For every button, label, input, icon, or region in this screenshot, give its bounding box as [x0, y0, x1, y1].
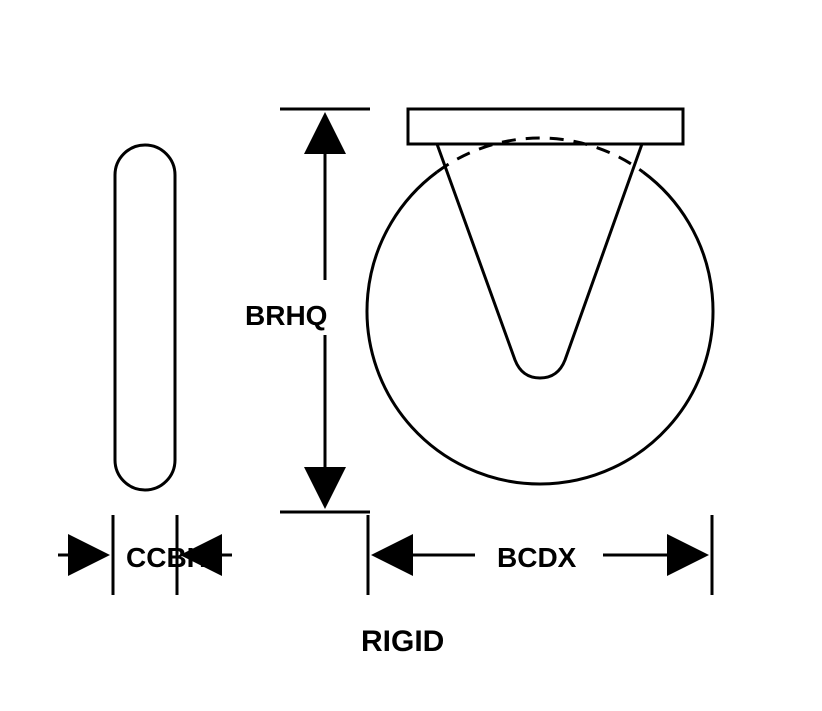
rigid-caster-diagram: BRHQ CCBH BCDX RIGID [0, 0, 822, 711]
fork-bracket [437, 144, 642, 378]
diagram-svg [0, 0, 822, 711]
brhq-label: BRHQ [245, 300, 327, 332]
bcdx-label: BCDX [497, 542, 576, 574]
wheel-profile [115, 145, 175, 490]
diagram-title: RIGID [361, 625, 444, 659]
wheel-circle-visible [367, 172, 713, 484]
ccbh-label: CCBH [126, 542, 207, 574]
top-plate [408, 109, 683, 144]
